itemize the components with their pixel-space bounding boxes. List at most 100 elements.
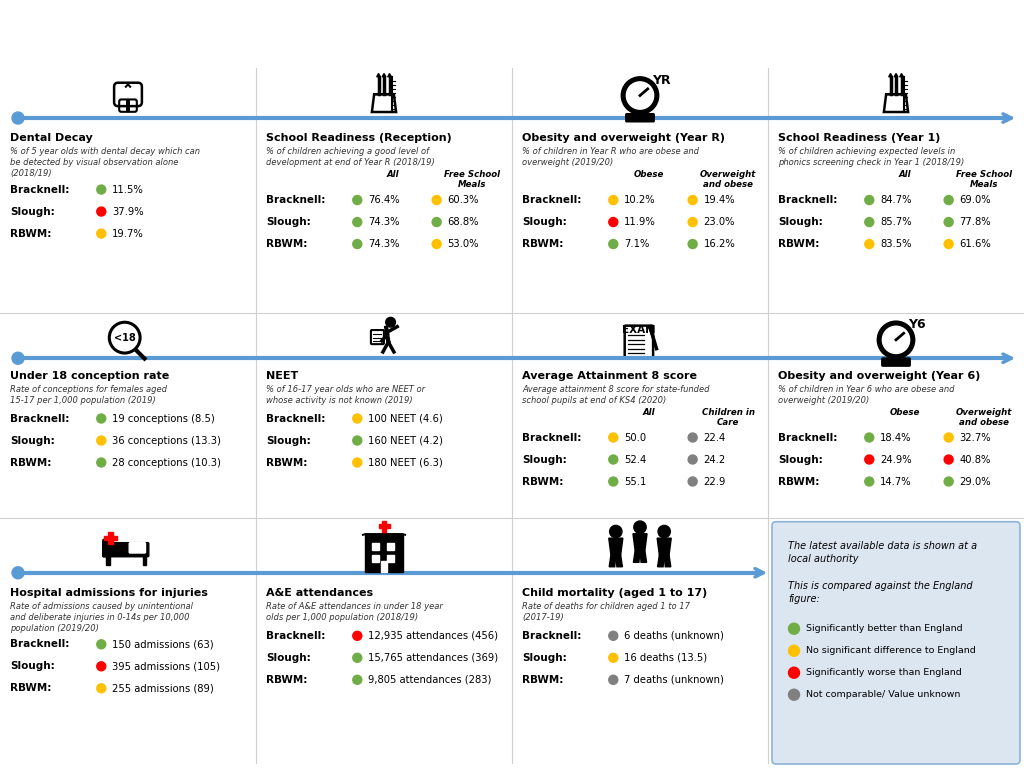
- Circle shape: [878, 321, 914, 359]
- Circle shape: [353, 458, 361, 467]
- Circle shape: [688, 196, 697, 204]
- Text: 77.8%: 77.8%: [959, 217, 991, 227]
- FancyBboxPatch shape: [102, 543, 148, 557]
- Circle shape: [353, 631, 361, 641]
- Text: % of children achieving a good level of
development at end of Year R (2018/19): % of children achieving a good level of …: [266, 147, 435, 167]
- Text: 53.0%: 53.0%: [447, 239, 479, 249]
- Polygon shape: [634, 551, 640, 562]
- Circle shape: [609, 525, 622, 538]
- Bar: [372, 554, 379, 562]
- Circle shape: [12, 567, 24, 579]
- Text: 7.1%: 7.1%: [625, 239, 649, 249]
- Circle shape: [609, 477, 617, 486]
- Text: RBWM:: RBWM:: [778, 476, 819, 486]
- Bar: [387, 554, 394, 562]
- Text: Rate of admissions caused by unintentional
and deliberate injuries in 0-14s per : Rate of admissions caused by unintention…: [10, 602, 193, 633]
- Polygon shape: [640, 551, 646, 562]
- Circle shape: [944, 455, 953, 464]
- Text: 395 admissions (105): 395 admissions (105): [113, 661, 220, 671]
- Circle shape: [432, 196, 441, 204]
- Text: All: All: [643, 408, 655, 416]
- Polygon shape: [377, 74, 380, 77]
- Polygon shape: [362, 534, 406, 535]
- Circle shape: [788, 623, 800, 634]
- Text: No significant difference to England: No significant difference to England: [806, 646, 976, 655]
- Text: Obese: Obese: [634, 170, 665, 179]
- Text: 6 deaths (unknown): 6 deaths (unknown): [625, 631, 724, 641]
- Circle shape: [944, 217, 953, 227]
- Circle shape: [12, 112, 24, 124]
- Text: 19 conceptions (8.5): 19 conceptions (8.5): [113, 413, 215, 423]
- Text: 7 deaths (unknown): 7 deaths (unknown): [625, 675, 724, 685]
- Text: Overweight
and obese: Overweight and obese: [700, 170, 757, 190]
- Text: Slough:: Slough:: [522, 455, 566, 465]
- Text: Bracknell:: Bracknell:: [522, 195, 582, 205]
- Circle shape: [865, 240, 873, 249]
- Text: Free School
Meals: Free School Meals: [956, 170, 1013, 190]
- Text: RBWM:: RBWM:: [778, 239, 819, 249]
- Circle shape: [353, 436, 361, 445]
- Circle shape: [688, 217, 697, 227]
- Polygon shape: [889, 74, 892, 77]
- Text: EXAM: EXAM: [623, 325, 655, 335]
- Text: 19.7%: 19.7%: [113, 229, 144, 239]
- Circle shape: [353, 414, 361, 423]
- Text: 60.3%: 60.3%: [447, 195, 479, 205]
- Circle shape: [865, 433, 873, 442]
- Circle shape: [353, 217, 361, 227]
- Text: % of children in Year 6 who are obese and
overweight (2019/20): % of children in Year 6 who are obese an…: [778, 385, 954, 405]
- Text: RBWM:: RBWM:: [522, 476, 563, 486]
- Polygon shape: [657, 555, 665, 567]
- Circle shape: [609, 433, 617, 442]
- Text: Hospital admissions for injuries: Hospital admissions for injuries: [10, 588, 208, 598]
- Text: Bracknell:: Bracknell:: [266, 195, 326, 205]
- Circle shape: [353, 675, 361, 684]
- Polygon shape: [615, 555, 623, 567]
- Circle shape: [865, 217, 873, 227]
- FancyBboxPatch shape: [626, 114, 654, 122]
- Text: % of children achieving expected levels in
phonics screening check in Year 1 (20: % of children achieving expected levels …: [778, 147, 965, 167]
- Text: Slough:: Slough:: [778, 455, 822, 465]
- Circle shape: [609, 217, 617, 227]
- Polygon shape: [608, 538, 623, 555]
- Text: Bracknell:: Bracknell:: [266, 413, 326, 423]
- Text: 76.4%: 76.4%: [369, 195, 400, 205]
- Text: Slough:: Slough:: [266, 653, 310, 663]
- Circle shape: [688, 433, 697, 442]
- Text: RBWM:: RBWM:: [522, 239, 563, 249]
- Circle shape: [609, 240, 617, 249]
- Circle shape: [353, 196, 361, 204]
- Circle shape: [97, 458, 105, 467]
- Text: A&E attendances: A&E attendances: [266, 588, 373, 598]
- Text: 12,935 attendances (456): 12,935 attendances (456): [369, 631, 499, 641]
- Text: RBWM:: RBWM:: [266, 239, 307, 249]
- Text: 255 admissions (89): 255 admissions (89): [113, 684, 214, 694]
- Text: Bracknell:: Bracknell:: [522, 432, 582, 442]
- Text: % of children in Year R who are obese and
overweight (2019/20): % of children in Year R who are obese an…: [522, 147, 699, 167]
- Circle shape: [97, 414, 105, 423]
- Text: RBWM:: RBWM:: [10, 684, 51, 694]
- Text: 160 NEET (4.2): 160 NEET (4.2): [369, 435, 443, 445]
- Text: RBWM:: RBWM:: [10, 229, 51, 239]
- Circle shape: [944, 240, 953, 249]
- Circle shape: [97, 684, 105, 693]
- Circle shape: [688, 455, 697, 464]
- Text: 23.0%: 23.0%: [703, 217, 735, 227]
- Circle shape: [609, 196, 617, 204]
- Text: Overweight
and obese: Overweight and obese: [956, 408, 1013, 427]
- Text: All: All: [387, 170, 399, 179]
- Text: All: All: [899, 170, 911, 179]
- Text: 37.9%: 37.9%: [113, 207, 144, 217]
- Text: % of 16-17 year olds who are NEET or
whose activity is not known (2019): % of 16-17 year olds who are NEET or who…: [266, 385, 425, 405]
- Circle shape: [432, 240, 441, 249]
- Polygon shape: [900, 74, 903, 77]
- Text: School Readiness (Reception): School Readiness (Reception): [266, 133, 452, 143]
- Text: 69.0%: 69.0%: [959, 195, 991, 205]
- Text: 18.4%: 18.4%: [881, 432, 911, 442]
- Text: This is compared against the England
figure:: This is compared against the England fig…: [788, 581, 973, 604]
- Polygon shape: [609, 555, 615, 567]
- Text: 40.8%: 40.8%: [959, 455, 991, 465]
- Circle shape: [609, 675, 617, 684]
- Polygon shape: [388, 74, 391, 77]
- Text: % of 5 year olds with dental decay which can
be detected by visual observation a: % of 5 year olds with dental decay which…: [10, 147, 200, 178]
